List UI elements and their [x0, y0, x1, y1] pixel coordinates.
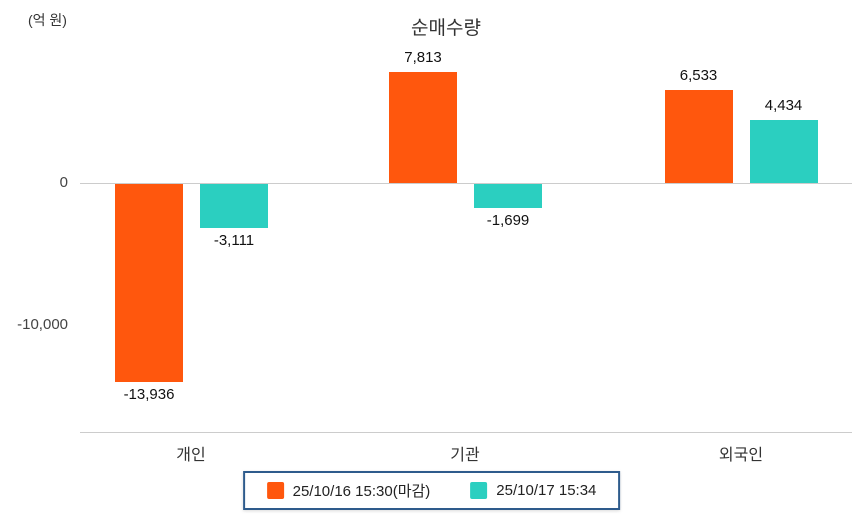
y-tick-label-neg10000: -10,000 — [17, 316, 68, 333]
bar-series1-group3 — [664, 90, 733, 183]
bar-series2-group3 — [749, 120, 818, 183]
legend-label-series1: 25/10/16 15:30(마감) — [292, 483, 431, 500]
bar-series2-group2 — [474, 184, 542, 209]
category-label-institution: 기관 — [450, 447, 480, 464]
y-axis-unit-label: (억 원) — [28, 12, 67, 28]
category-label-foreigner: 외국인 — [718, 447, 764, 464]
bar-value-label-series1-group3: 6,533 — [679, 67, 718, 85]
zero-gridline — [80, 183, 852, 184]
legend: 25/10/16 15:30(마감) 25/10/17 15:34 — [242, 471, 621, 510]
y-tick-label-0: 0 — [59, 174, 68, 191]
bar-series2-group1 — [200, 184, 268, 229]
category-label-individual: 개인 — [176, 447, 206, 464]
legend-swatch-series2 — [470, 482, 488, 499]
bar-series1-group1 — [115, 184, 183, 382]
legend-item-series2: 25/10/17 15:34 — [470, 482, 596, 499]
chart-title: 순매수량 — [411, 18, 481, 39]
bar-value-label-series2-group1: -3,111 — [213, 232, 255, 250]
bar-value-label-series1-group2: 7,813 — [404, 49, 442, 67]
legend-label-series2: 25/10/17 15:34 — [496, 482, 597, 499]
bar-value-label-series2-group3: 4,434 — [764, 97, 803, 115]
legend-swatch-series1 — [266, 482, 284, 499]
legend-item-series1: 25/10/16 15:30(마감) — [266, 480, 431, 501]
x-axis-line — [80, 432, 852, 433]
bar-series1-group2 — [389, 72, 457, 183]
bar-value-label-series1-group1: -13,936 — [123, 385, 175, 403]
bar-value-label-series2-group2: -1,699 — [486, 212, 530, 230]
